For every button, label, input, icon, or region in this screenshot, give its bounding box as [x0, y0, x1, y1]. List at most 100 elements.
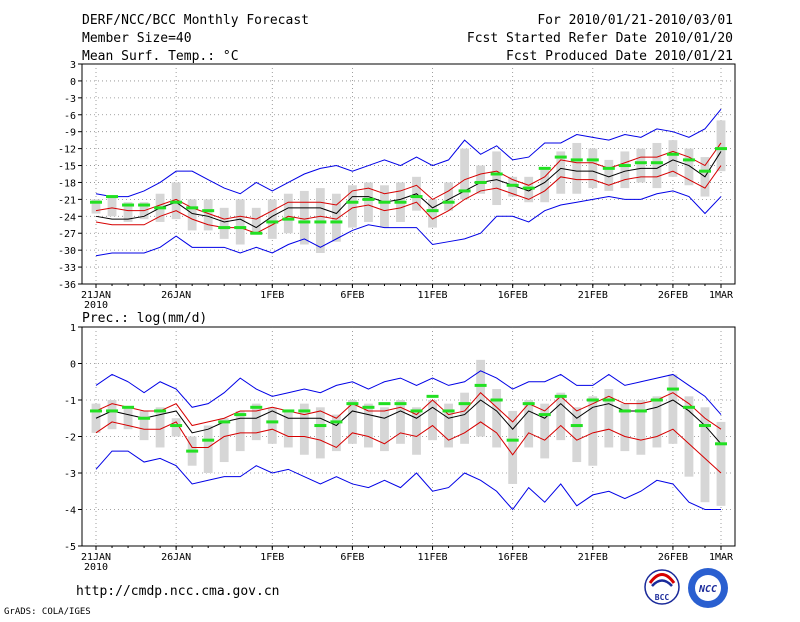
x-tick-label: 26JAN	[161, 552, 191, 563]
y-tick-label: -4	[64, 506, 76, 517]
ensemble-box	[556, 151, 566, 194]
ensemble-box	[187, 199, 197, 231]
ensemble-box	[700, 407, 710, 503]
ensemble-box	[380, 185, 389, 228]
x-tick-label: 21FEB	[578, 290, 608, 301]
ensemble-box	[203, 199, 213, 231]
x-tick-label: 1FEB	[260, 290, 284, 301]
x-tick-label: 26JAN	[161, 290, 191, 301]
ensemble-box	[492, 389, 502, 448]
y-tick-label: -2	[64, 433, 76, 444]
x-tick-label: 16FEB	[498, 290, 528, 301]
ensemble-box	[636, 148, 646, 183]
x-tick-label: 26FEB	[658, 290, 688, 301]
ensemble-box	[492, 151, 502, 206]
y-tick-label: -3	[64, 469, 76, 480]
x-tick-label: 21JAN	[81, 290, 111, 301]
ensemble-box	[620, 403, 630, 452]
y-tick-label: -12	[58, 145, 76, 156]
min-line	[95, 190, 722, 257]
plot-frame	[81, 63, 736, 285]
x-tick-label: 16FEB	[498, 552, 528, 563]
ensemble-mean-line	[95, 399, 722, 445]
y-tick-label: -24	[58, 212, 76, 223]
ensemble-box	[315, 407, 325, 459]
ensemble-box	[251, 207, 261, 234]
upper-spread-line	[95, 391, 722, 430]
ensemble-box	[219, 418, 229, 463]
y-tick-label: -1	[64, 396, 76, 407]
ensemble-box	[572, 142, 582, 194]
ensemble-box	[428, 199, 437, 228]
ensemble-box	[604, 389, 614, 448]
ensemble-mean-line	[95, 151, 722, 229]
ensemble-box	[331, 414, 341, 452]
ensemble-box	[107, 196, 117, 217]
y-tick-label: 0	[70, 77, 76, 88]
y-tick-label: 3	[70, 60, 76, 71]
ensemble-box	[364, 403, 373, 448]
y-tick-label: -21	[58, 195, 76, 206]
ensemble-box	[123, 202, 133, 222]
ensemble-box	[540, 403, 550, 459]
ensemble-box	[652, 396, 662, 448]
ensemble-box	[380, 407, 389, 452]
ensemble-box	[171, 418, 181, 437]
ensemble-box	[540, 168, 550, 203]
max-line	[95, 370, 722, 415]
ensemble-box	[668, 140, 678, 177]
ensemble-box	[364, 182, 373, 222]
ensemble-box	[444, 403, 453, 448]
ensemble-box	[348, 185, 357, 228]
bcc-logo-text: BCC	[655, 593, 670, 602]
y-tick-label: 0	[70, 360, 76, 371]
ensemble-box	[235, 199, 245, 245]
ensemble-box	[251, 403, 261, 441]
ensemble-box	[235, 410, 245, 452]
ensemble-box	[91, 199, 101, 214]
ensemble-box	[572, 407, 582, 463]
y-tick-label: -33	[58, 263, 76, 274]
ensemble-box	[348, 400, 357, 444]
x-tick-sublabel: 2010	[84, 300, 108, 311]
ensemble-box	[476, 165, 486, 194]
precip-panel-title: Prec.: log(mm/d)	[82, 311, 207, 326]
x-tick-label: 6FEB	[340, 552, 364, 563]
ensemble-box	[412, 407, 421, 455]
ensemble-box	[123, 407, 133, 430]
grads-credit: GrADS: COLA/IGES	[4, 607, 91, 617]
ensemble-box	[444, 182, 453, 211]
x-tick-label: 1MAR	[709, 552, 734, 563]
ensemble-box	[668, 374, 678, 444]
ensemble-box	[139, 410, 149, 441]
ensemble-box	[299, 403, 309, 455]
ensemble-box	[267, 407, 277, 444]
ensemble-box	[524, 400, 534, 448]
ncc-logo-text: NCC	[698, 584, 717, 595]
ensemble-box	[428, 400, 437, 441]
forecast-start-date: Fcst Started Refer Date 2010/01/20	[467, 31, 733, 46]
max-line	[95, 108, 722, 198]
y-tick-label: -5	[64, 542, 76, 553]
y-tick-label: -6	[64, 111, 76, 122]
ensemble-box	[716, 421, 726, 506]
ensemble-box	[203, 425, 213, 473]
x-tick-label: 6FEB	[340, 290, 364, 301]
ensemble-box	[331, 193, 341, 242]
ensemble-box	[684, 396, 694, 477]
ensemble-box	[556, 392, 566, 441]
y-tick-label: -30	[58, 246, 76, 257]
x-tick-label: 1MAR	[709, 290, 734, 301]
ensemble-box	[283, 410, 293, 448]
ensemble-box	[636, 400, 646, 455]
x-tick-label: 21FEB	[578, 552, 608, 563]
ensemble-box	[155, 407, 165, 448]
forecast-period: For 2010/01/21-2010/03/01	[537, 13, 733, 28]
ncc-logo: NCC	[688, 568, 728, 608]
ensemble-box	[299, 190, 309, 245]
lower-spread-line	[95, 421, 722, 474]
member-size: Member Size=40	[82, 31, 192, 46]
temperature-panel: 3 0 -3 -6 -9 -12 -15 -18 -21 -24 -27 -30 -33 -36 21JAN…	[58, 60, 736, 311]
